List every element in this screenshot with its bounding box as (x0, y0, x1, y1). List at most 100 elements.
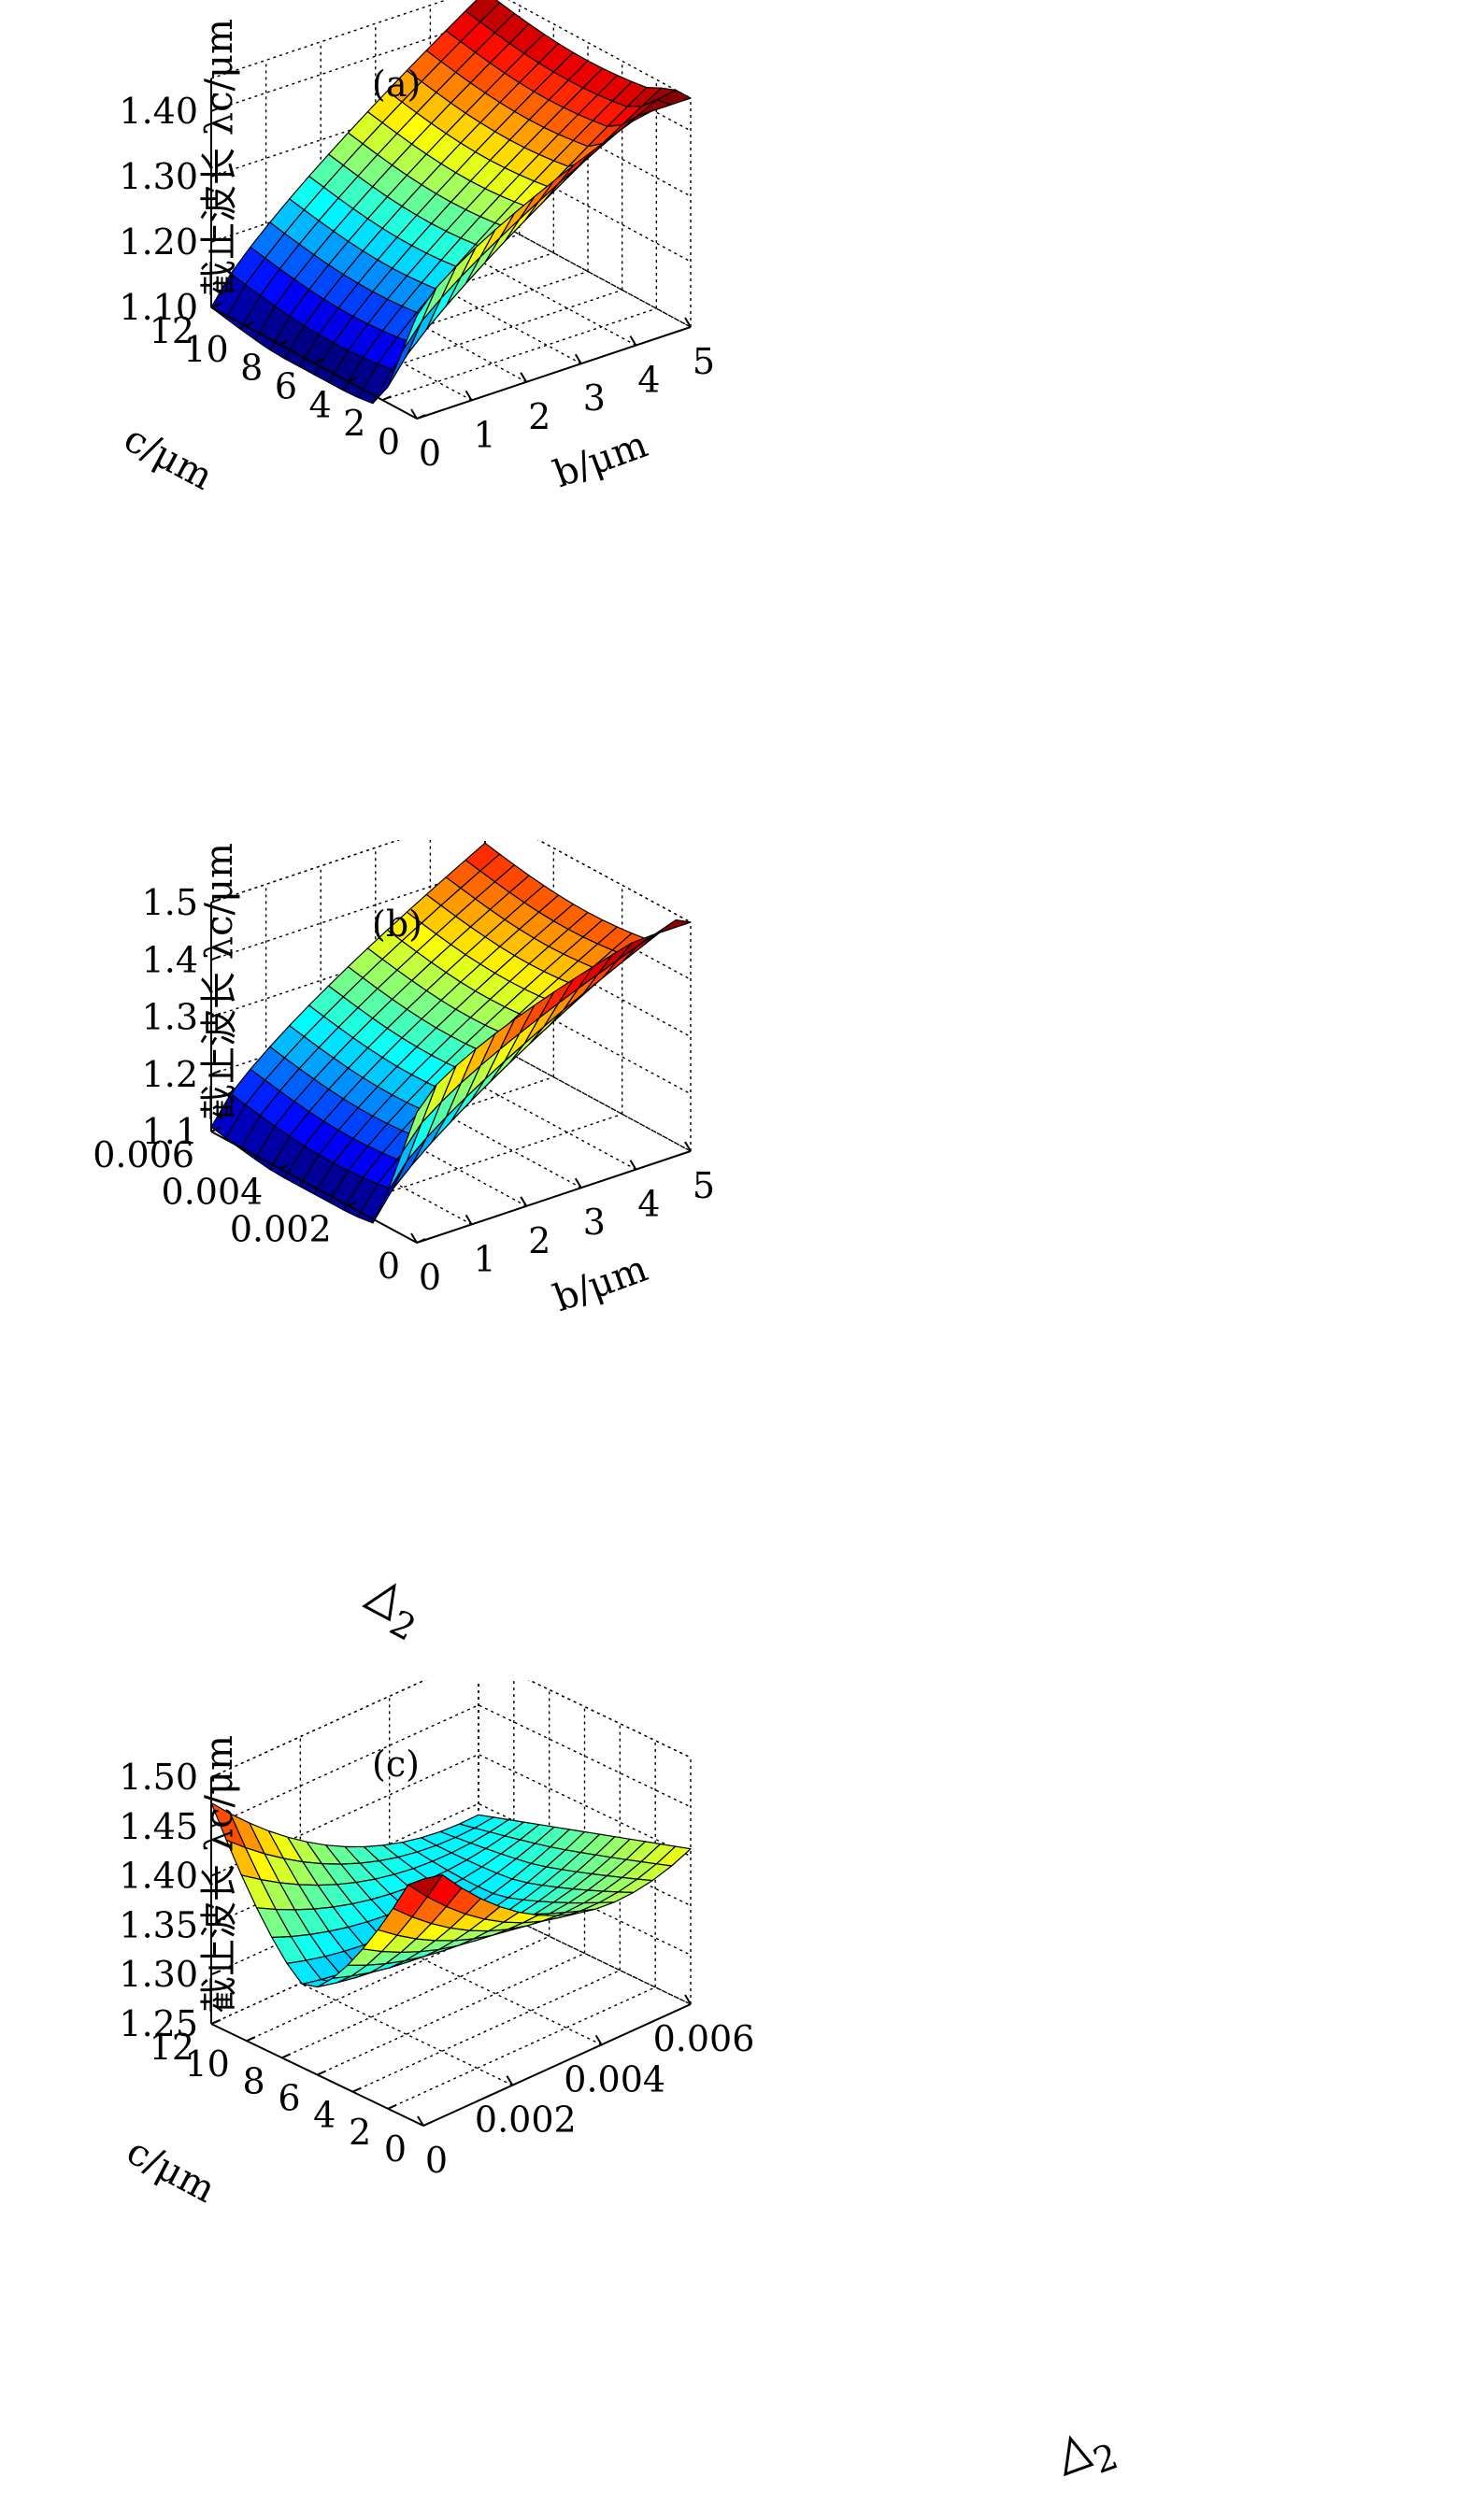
z-tick (210, 107, 222, 112)
y-tick (245, 320, 255, 327)
y-tick (210, 2019, 221, 2025)
y-tick (348, 1201, 358, 1207)
z-tick-label: 1.30 (119, 1954, 198, 1995)
z-tick-label: 1.40 (119, 91, 198, 132)
x-tick-label: 2 (528, 1220, 550, 1261)
y-tick (422, 2121, 433, 2127)
z-tick-label: 1.40 (119, 1856, 198, 1897)
y-tick (381, 395, 392, 402)
y-tick (387, 2103, 397, 2110)
x-tick (684, 1141, 692, 1152)
x-tick-label: 0.006 (653, 2018, 755, 2059)
z-tick-label: 1.45 (119, 1806, 198, 1847)
z-tick-label: 1.2 (142, 1054, 198, 1095)
z-tick (210, 1773, 222, 1778)
x-axis-line (416, 1150, 692, 1244)
x-tick-label: 0 (419, 1257, 441, 1298)
delta-label: 2 (362, 1583, 422, 1649)
x-tick-label: 1 (474, 1238, 496, 1279)
x-tick-label: 4 (637, 360, 660, 401)
y-tick-label: 4 (308, 384, 331, 425)
y-tick-label: 6 (278, 2078, 300, 2119)
y-tick-label: 0.006 (93, 1134, 194, 1175)
y-tick (246, 2036, 256, 2043)
y-floor-gridline (317, 1952, 585, 2076)
x-tick (684, 1994, 692, 2005)
x-tick-label: 0.002 (475, 2100, 577, 2141)
y-tick (313, 358, 323, 364)
delta-label: 2 (1064, 2435, 1123, 2482)
z-tick-label: 1.4 (142, 939, 198, 980)
z-tick (210, 172, 222, 178)
y-tick (348, 377, 358, 383)
y-tick-label: 0 (378, 1246, 400, 1287)
z-tick-label: 1.10 (119, 287, 198, 328)
y-tick-label: 2 (349, 2112, 371, 2153)
x-tick (464, 1214, 473, 1225)
z-gridline (210, 1680, 692, 1778)
x-tick-label: 4 (637, 1184, 660, 1225)
y-tick-label: 12 (150, 2027, 194, 2068)
z-tick (210, 1970, 222, 1976)
z-tick-label: 1.1 (142, 1111, 198, 1152)
y-tick (279, 1163, 289, 1170)
x-axis-line (416, 326, 692, 420)
panel-label: (b) (372, 904, 422, 945)
y-tick (416, 414, 426, 420)
x-tick (520, 372, 528, 383)
x-tick-label: 0.004 (564, 2058, 665, 2100)
y-floor-gridline (382, 307, 657, 401)
x-tick (594, 2034, 603, 2045)
z-tick-label: 1.25 (119, 2003, 198, 2044)
x-tick (506, 2075, 514, 2086)
z-tick (210, 955, 222, 961)
y-tick-label: 10 (183, 329, 228, 370)
x-tick (410, 1232, 418, 1244)
z-tick-label: 1.5 (142, 882, 198, 923)
x-tick (574, 1177, 582, 1189)
surface-plot-b: 1.11.21.31.41.50 1 2 3 4 500.0020.0040.006(b)… (93, 840, 715, 1649)
subplot-b: 1.1 1.2 1.3 1.4 1.5 0 1 2 3 4 5 0 0.002 0.004 0.006 (b)… (0, 840, 1472, 1680)
y-tick (210, 303, 221, 308)
y-tick-label: 0.002 (230, 1208, 332, 1249)
y-tick (210, 1127, 221, 1132)
box-top-edge (210, 1680, 692, 1778)
y-tick-label: 8 (240, 348, 263, 389)
x-tick-label: 2 (528, 396, 550, 437)
y-floor-gridline (387, 1986, 656, 2110)
y-tick-label: 6 (275, 366, 297, 407)
z-tick (210, 1920, 222, 1927)
y-axis-line (210, 1131, 418, 1244)
z-tick (210, 1871, 222, 1877)
z-gridline (210, 1704, 692, 1828)
z-tick (210, 237, 222, 243)
x-floor-gridline (300, 1983, 513, 2086)
delta-symbol (1064, 2435, 1094, 2477)
z-tick (210, 1069, 222, 1075)
z-axis-label: 截止波长 λc/μm (198, 19, 241, 297)
x-tick-label: 5 (693, 1165, 715, 1206)
x-tick-label: 0 (425, 2140, 448, 2181)
x-tick (574, 353, 582, 364)
x-tick-label: 3 (583, 377, 606, 419)
panel-label: (c) (372, 1744, 420, 1785)
y-floor-gridline (352, 1970, 621, 2093)
y-tick-label: 10 (184, 2043, 229, 2085)
z-tick (210, 1821, 222, 1828)
x-tick (629, 1160, 637, 1171)
surface-patch (401, 287, 437, 352)
x-axis-label: b/μm (548, 423, 653, 496)
x-tick-label: 1 (474, 414, 496, 455)
y-floor-gridline (348, 1113, 622, 1206)
x-tick (629, 335, 637, 347)
x-axis-label: b/μm (548, 1247, 653, 1320)
delta-subscript: 2 (383, 1602, 422, 1649)
y-tick (317, 2070, 326, 2076)
z-tick (210, 898, 222, 904)
y-tick (351, 2086, 362, 2093)
y-tick-label: 0.004 (162, 1172, 264, 1213)
panel-label: (a) (372, 64, 421, 105)
z-tick-label: 1.35 (119, 1904, 198, 1945)
y-tick-label: 8 (242, 2060, 264, 2101)
